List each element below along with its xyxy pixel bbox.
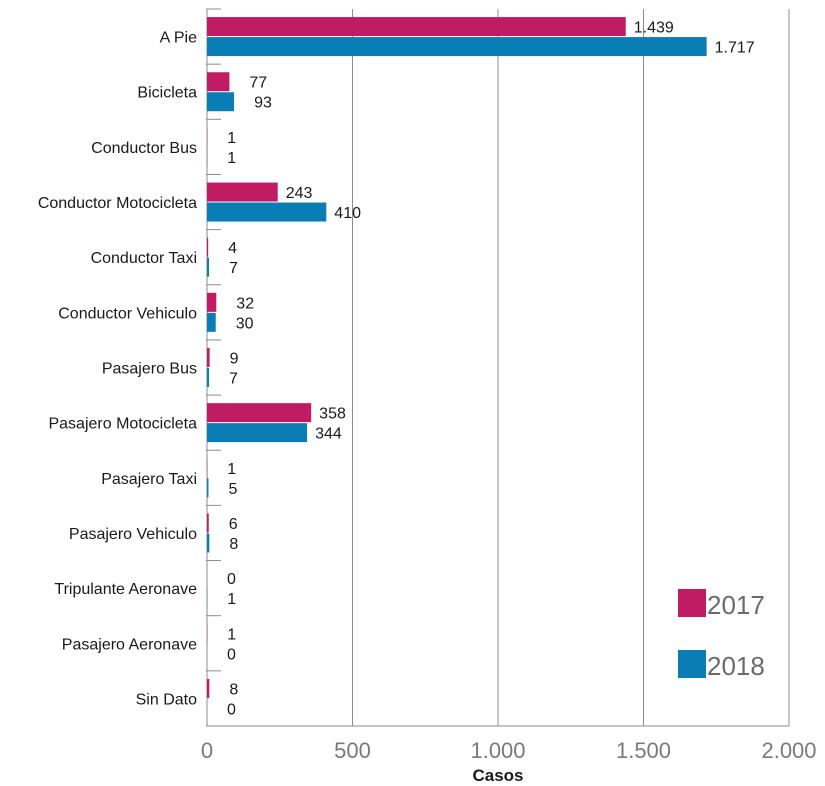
value-label-2017: 1 xyxy=(227,626,236,643)
category-label: Pasajero Aeronave xyxy=(62,636,197,653)
bar-2018 xyxy=(207,257,210,277)
bar-2017 xyxy=(207,513,209,533)
value-label-2017: 1 xyxy=(227,461,236,478)
bar-2017 xyxy=(207,292,217,312)
legend-swatch-2017 xyxy=(678,589,706,617)
value-label-2018: 0 xyxy=(227,701,236,718)
category-label: Tripulante Aeronave xyxy=(54,581,197,598)
value-label-2017: 243 xyxy=(286,185,313,202)
value-label-2017: 4 xyxy=(228,240,237,257)
x-tick-label: 1.500 xyxy=(616,738,671,763)
category-label: Pasajero Bus xyxy=(102,361,197,378)
category-label: Pasajero Vehiculo xyxy=(69,526,197,543)
category-label: Conductor Bus xyxy=(91,140,197,157)
value-label-2018: 5 xyxy=(228,481,237,498)
bar-2018 xyxy=(207,312,216,332)
legend: 2017 2018 xyxy=(678,589,765,681)
bar-2018 xyxy=(207,202,327,222)
bar-2017 xyxy=(207,678,210,698)
bar-2017 xyxy=(207,348,210,367)
bar-2018 xyxy=(207,37,707,57)
value-label-2018: 30 xyxy=(236,315,254,332)
value-label-2018: 1 xyxy=(227,150,236,167)
value-label-2018: 0 xyxy=(227,646,236,663)
bar-2017 xyxy=(207,72,230,92)
value-label-2018: 1.717 xyxy=(715,40,755,57)
category-label: Bicicleta xyxy=(137,85,197,102)
bar-2017 xyxy=(207,237,209,257)
category-label: Conductor Motocicleta xyxy=(38,195,197,212)
value-label-2018: 8 xyxy=(229,536,238,553)
value-label-2017: 358 xyxy=(319,406,346,423)
x-axis-title: Casos xyxy=(472,766,523,785)
bar-2017 xyxy=(207,17,626,37)
value-label-2017: 6 xyxy=(229,516,238,533)
value-label-2018: 7 xyxy=(229,260,238,277)
legend-label-2017: 2017 xyxy=(707,590,765,620)
bar-2018 xyxy=(207,478,209,498)
bar-2018 xyxy=(207,368,210,387)
bar-2018 xyxy=(207,92,235,112)
gridlines xyxy=(206,8,790,727)
value-label-2017: 1.439 xyxy=(634,20,674,37)
category-label: Pasajero Motocicleta xyxy=(48,416,197,433)
x-tick-label: 500 xyxy=(334,738,371,763)
value-label-2017: 9 xyxy=(230,351,239,368)
legend-swatch-2018 xyxy=(678,650,706,678)
bars xyxy=(207,17,707,698)
category-label: Sin Dato xyxy=(136,691,197,708)
value-label-2018: 93 xyxy=(254,95,272,112)
category-label: A Pie xyxy=(160,30,197,47)
x-tick-label: 0 xyxy=(201,738,213,763)
value-label-2017: 32 xyxy=(236,295,254,312)
value-label-2017: 1 xyxy=(227,130,236,147)
value-label-2018: 1 xyxy=(227,591,236,608)
x-tick-label: 2.000 xyxy=(761,738,816,763)
bar-2018 xyxy=(207,533,210,553)
category-label: Conductor Vehiculo xyxy=(58,305,197,322)
value-label-2017: 77 xyxy=(249,75,267,92)
value-label-2018: 344 xyxy=(315,426,342,443)
value-label-2017: 0 xyxy=(227,571,236,588)
bar-2017 xyxy=(207,182,278,202)
value-label-2018: 410 xyxy=(334,205,361,222)
category-label: Pasajero Taxi xyxy=(101,471,197,488)
category-label: Conductor Taxi xyxy=(91,250,197,267)
bar-2017 xyxy=(207,403,312,423)
legend-label-2018: 2018 xyxy=(707,651,765,681)
value-label-2017: 8 xyxy=(229,681,238,698)
value-label-2018: 7 xyxy=(229,371,238,388)
x-tick-label: 1.000 xyxy=(470,738,525,763)
bar-2018 xyxy=(207,423,308,443)
